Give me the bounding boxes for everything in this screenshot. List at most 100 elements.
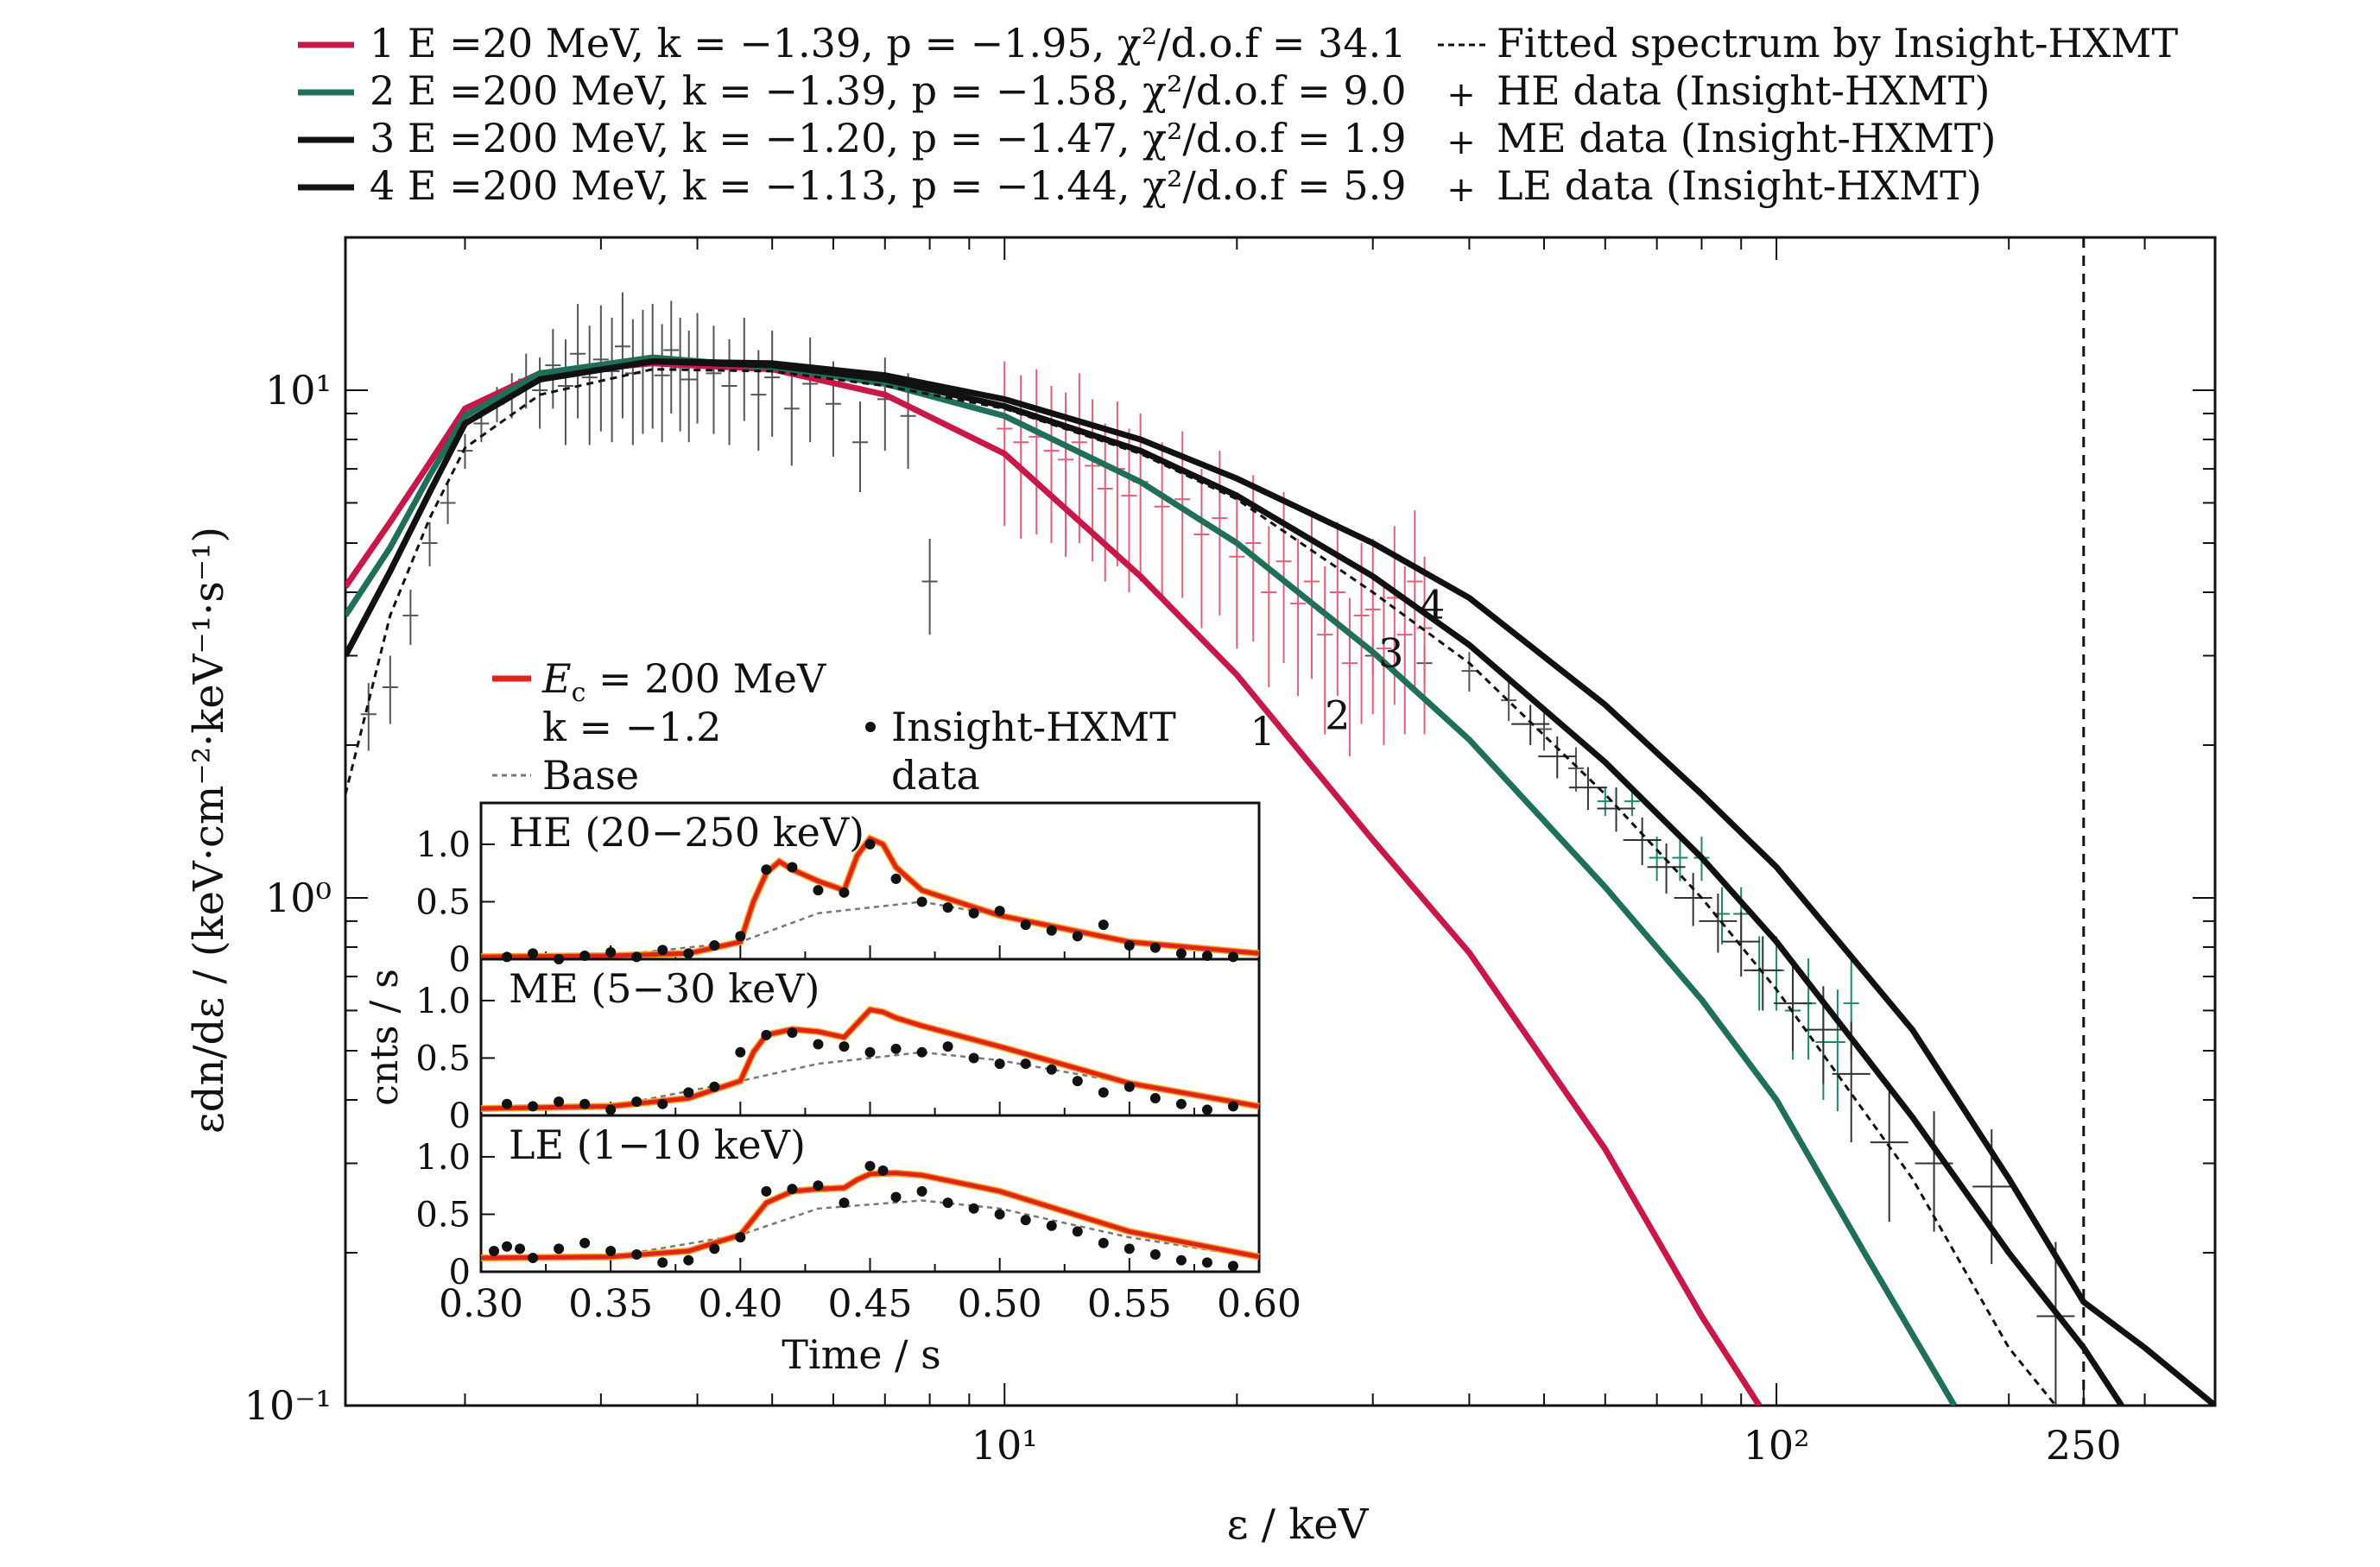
inset-y-tick-label: 1.0 [415, 1138, 471, 1178]
main-chart: 10¹ 10² 250 10⁻¹ 10⁰ 10¹ ε / keV εdn/dε / (keV·… [185, 236, 2217, 1549]
inset-data-dot [1124, 1243, 1135, 1254]
inset-data-dot [864, 838, 876, 850]
inset-frame [479, 801, 1261, 1273]
inset-x-tick-label: 0.50 [958, 1282, 1042, 1326]
inset-data-dot [1020, 1215, 1031, 1226]
inset-data-dot [631, 951, 642, 963]
inset-panel-1: 0 0.5 1.0 ME (5−30 keV) [415, 957, 1260, 1136]
inset-data-dot [502, 951, 513, 963]
inset-panel-2: 0 0.5 1.0 LE (1−10 keV) [415, 1114, 1260, 1292]
curve-label-2: 2 [1325, 692, 1350, 739]
inset-legend-text-data-2: data [891, 752, 980, 799]
inset-data-dot [761, 864, 772, 875]
inset-y-tick-label: 1.0 [415, 982, 471, 1021]
inset-legend-bg [466, 656, 1209, 803]
inset-data-dot [968, 1052, 979, 1064]
inset-data-dot [709, 1243, 720, 1254]
inset-x-axis-title: Time / s [782, 1331, 941, 1378]
inset-data-dot [1227, 1261, 1238, 1272]
inset-data-dot [605, 1104, 617, 1115]
inset-y-tick-label: 0.5 [415, 882, 471, 922]
inset-data-dot [1201, 1257, 1212, 1268]
inset-data-dot [554, 1096, 565, 1108]
inset-panel-0: 0 0.5 1.0 HE (20−250 keV) [415, 809, 1260, 980]
error-series-he [1597, 787, 1859, 1112]
inset-x-tick-label: 0.30 [439, 1282, 523, 1326]
inset-data-dot [994, 1058, 1005, 1070]
inset-legend-text-base: Base [542, 752, 639, 799]
inset-data-dot [877, 1165, 889, 1176]
inset-data-dot [761, 1029, 772, 1040]
inset-y-tick-label: 0 [449, 1096, 471, 1136]
inset-y-tick-label: 0.5 [415, 1039, 471, 1078]
legend-swatch-me: + [1446, 123, 1476, 162]
inset-x-tick-label: 0.60 [1217, 1282, 1301, 1326]
series-line-fit [345, 368, 2057, 1406]
y-tick-label: 10¹ [265, 367, 332, 414]
x-tick-label: 250 [2046, 1422, 2122, 1469]
curve-label-3: 3 [1378, 630, 1403, 677]
inset-y-axis-title: cnts / s [363, 969, 407, 1106]
series-line-m1 [345, 360, 1763, 1406]
inset-data-dot [1227, 951, 1238, 963]
series-line-m4 [345, 358, 2215, 1406]
inset-data-dot [916, 1185, 927, 1197]
inset-data-dot [864, 1160, 876, 1172]
inset-data-dot [605, 947, 617, 958]
legend-text-he: HE data (Insight-HXMT) [1497, 67, 1990, 114]
inset-data-dot [709, 940, 720, 951]
inset-data-dot [489, 1246, 500, 1257]
inset-data-dot [1175, 948, 1187, 959]
inset-data-dot [864, 1046, 876, 1058]
legend: 1 E =20 MeV, k = −1.39, p = −1.95, χ²/d.… [298, 20, 2179, 210]
inset-data-dot [942, 1041, 953, 1052]
inset-data-dot [528, 1253, 539, 1264]
curve-label-1: 1 [1250, 708, 1275, 755]
inset-data-dot [1072, 1076, 1083, 1087]
inset-y-tick-label: 1.0 [415, 825, 471, 865]
inset-y-tick-label: 0.5 [415, 1195, 471, 1235]
inset-data-dot [1072, 1226, 1083, 1237]
inset-legend-swatch-dots [865, 722, 876, 732]
inset-data-dot [1149, 1093, 1161, 1104]
inset-data-dot [942, 1197, 953, 1209]
inset-data-dot [1175, 1098, 1187, 1109]
inset-data-dot [1046, 1220, 1057, 1231]
inset-data-dot [916, 1046, 927, 1058]
inset-model-line [480, 836, 1260, 959]
inset-data-dot [994, 1209, 1005, 1220]
inset-panel-label: LE (1−10 keV) [509, 1122, 806, 1168]
inset-data-dot [683, 948, 694, 959]
inset-data-dot [1098, 1087, 1109, 1098]
inset-data-dot [787, 1027, 798, 1039]
inset-data-dot [890, 1043, 902, 1054]
inset-data-dot [657, 1098, 668, 1109]
inset-legend-text-data: Insight-HXMT [891, 704, 1176, 750]
inset-data-dot [631, 1249, 642, 1261]
inset-model-line [480, 1171, 1260, 1261]
inset-data-dot [813, 885, 824, 896]
x-tick-label: 10¹ [972, 1422, 1038, 1469]
legend-swatch-le: + [1446, 170, 1476, 210]
inset-model-line [480, 1007, 1260, 1111]
inset-base-line [480, 1051, 1260, 1110]
inset-data-dot [1124, 1081, 1135, 1092]
inset-data-dot [761, 1185, 772, 1197]
inset-data-dot [709, 1081, 720, 1092]
x-axis-title: ε / keV [1227, 1501, 1370, 1549]
inset-data-dot [839, 887, 850, 898]
inset-data-dot [657, 1257, 668, 1268]
y-tick-label: 10⁰ [265, 875, 332, 921]
y-tick-label: 10⁻¹ [244, 1382, 332, 1429]
inset-panel-label: ME (5−30 keV) [509, 965, 820, 1012]
inset-legend-text-model: Ec = 200 MeV [541, 655, 826, 708]
inset-data-dot [1046, 925, 1057, 936]
inset-data-dot [528, 1101, 539, 1112]
inset-y-tick-label: 0 [449, 940, 471, 980]
legend-text-m4: 4 E =200 MeV, k = −1.13, p = −1.44, χ²/d… [370, 162, 1406, 209]
inset-x-tick-label: 0.35 [568, 1282, 653, 1326]
inset-data-dot [502, 1098, 513, 1109]
legend-text-fit: Fitted spectrum by Insight-HXMT [1497, 20, 2179, 66]
legend-swatch-he: + [1446, 75, 1476, 115]
